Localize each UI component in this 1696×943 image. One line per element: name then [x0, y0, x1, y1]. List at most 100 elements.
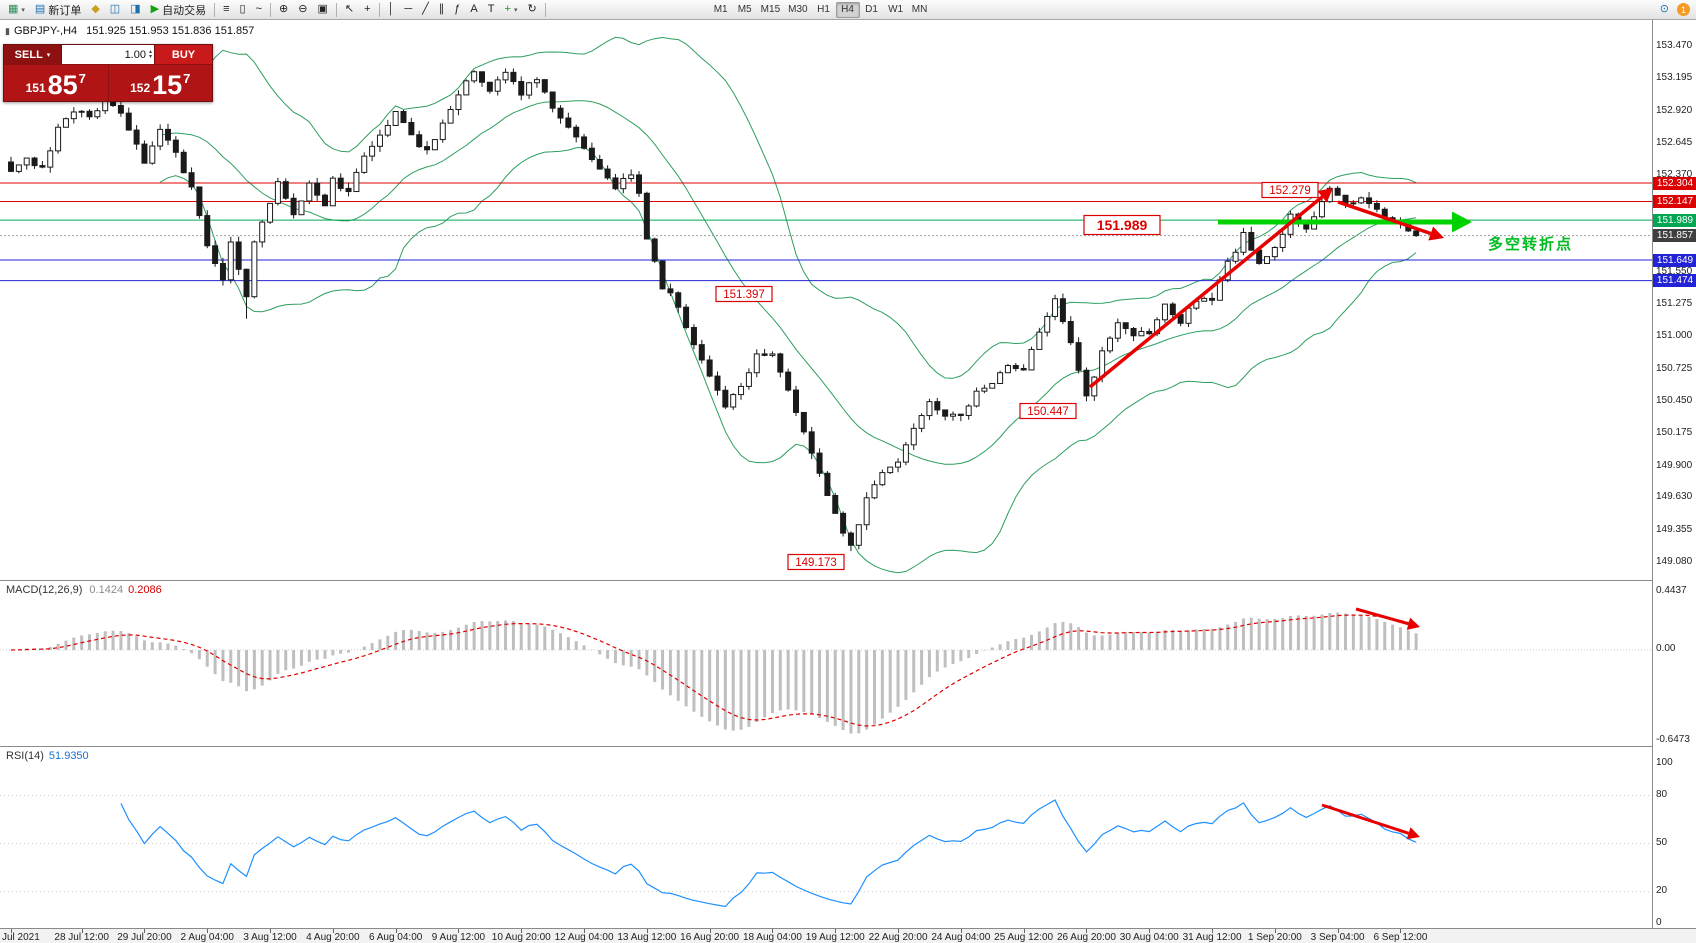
- red-trend-arrow[interactable]: [1337, 200, 1444, 241]
- horizontal-line-icon: ─: [404, 3, 413, 15]
- green-horizontal-arrow[interactable]: [1218, 211, 1472, 233]
- zoom-in-button[interactable]: ⊕: [274, 1, 293, 18]
- svg-text:151.397: 151.397: [723, 289, 765, 301]
- candlestick-chart-icon: ▯: [239, 3, 246, 15]
- rsi-axis-label: 50: [1656, 836, 1668, 848]
- shapes-icon: +: [504, 3, 511, 15]
- new-order-button[interactable]: ▤ 新订单: [30, 1, 86, 18]
- rsi-chart[interactable]: [0, 747, 1652, 928]
- sell-price[interactable]: 151 85 7: [4, 65, 108, 101]
- time-tick: [1149, 929, 1151, 933]
- fibonacci-button[interactable]: ƒ: [449, 1, 465, 18]
- bar-chart-button[interactable]: ≡: [218, 1, 234, 18]
- time-label: 26 Aug 20:00: [1056, 932, 1116, 943]
- horizontal-level-lines[interactable]: [0, 182, 1652, 282]
- price-axis[interactable]: 153.470 153.195 152.920 152.645 152.370 151.5…: [1652, 20, 1696, 928]
- time-tick: [81, 929, 83, 933]
- price-annotation[interactable]: 149.173: [787, 553, 845, 571]
- indicators-button[interactable]: ◆: [86, 1, 104, 18]
- trendline-button[interactable]: ╱: [417, 1, 434, 18]
- notification-badge[interactable]: 1: [1677, 3, 1690, 16]
- rsi-axis-label: 100: [1656, 756, 1673, 768]
- timeframe-m5-button[interactable]: M5: [737, 4, 752, 15]
- new-order-icon: ▤: [34, 3, 46, 15]
- time-tick: [144, 929, 146, 933]
- level-price-label: 152.147: [1653, 195, 1696, 208]
- price-annotation[interactable]: 151.397: [715, 285, 773, 303]
- label-button[interactable]: T: [483, 1, 500, 18]
- price-annotation[interactable]: 150.447: [1019, 402, 1077, 420]
- red-trend-arrow[interactable]: [1088, 188, 1333, 389]
- trade-prices-row: 151 85 7 152 15 7: [4, 65, 212, 101]
- timeframe-m15-button[interactable]: M15: [760, 4, 781, 15]
- time-axis[interactable]: Jul 2021 28 Jul 12:00 29 Jul 20:00 2 Aug 04…: [0, 928, 1696, 943]
- auto-trading-button[interactable]: ▶ 自动交易: [146, 1, 211, 18]
- cycle-lines-button[interactable]: ↻: [522, 1, 541, 18]
- time-tick: [1274, 929, 1276, 933]
- volume-input[interactable]: 1.00 ▴ ▾: [61, 45, 155, 64]
- toolbar-separator: [270, 2, 271, 17]
- terminal-icon: ◨: [130, 3, 141, 15]
- time-label: 22 Aug 20:00: [868, 932, 928, 943]
- candlestick-chart-button[interactable]: ▯: [235, 1, 251, 18]
- ohlc-values: 151.925 151.953 151.836 151.857: [86, 25, 255, 37]
- buy-price[interactable]: 152 15 7: [109, 65, 213, 101]
- time-tick: [1023, 929, 1025, 933]
- line-chart-button[interactable]: ~: [251, 1, 267, 18]
- channel-button[interactable]: ∥: [434, 1, 450, 18]
- label-icon: T: [487, 3, 495, 15]
- sell-button[interactable]: SELL ▾: [4, 45, 61, 64]
- buy-price-main: 15: [152, 70, 183, 100]
- horizontal-line-button[interactable]: ─: [399, 1, 417, 18]
- price-tick: 152.645: [1656, 136, 1693, 148]
- zoom-out-button[interactable]: ⊖: [293, 1, 312, 18]
- rsi-axis-label: 20: [1656, 884, 1668, 896]
- trade-controls-row: SELL ▾ 1.00 ▴ ▾ BUY: [4, 45, 212, 65]
- trendline-icon: ╱: [422, 3, 429, 15]
- timeframe-h1-button[interactable]: H1: [817, 4, 830, 15]
- cursor-button[interactable]: ↖: [340, 1, 359, 18]
- shapes-button[interactable]: + ▾: [500, 1, 523, 18]
- market-watch-button[interactable]: ◫: [105, 1, 125, 18]
- rsi-value: 51.9350: [48, 750, 89, 762]
- sell-price-main: 85: [47, 70, 78, 100]
- tile-windows-button[interactable]: ▣: [312, 1, 332, 18]
- time-tick: [395, 929, 397, 933]
- crosshair-button[interactable]: +: [359, 1, 375, 18]
- buy-button[interactable]: BUY: [155, 45, 212, 64]
- macd-panel: MACD(12,26,9) 0.1424 0.2086: [0, 580, 1652, 746]
- time-label: 28 Jul 12:00: [54, 932, 109, 943]
- time-tick: [458, 929, 460, 933]
- timeframe-w1-button[interactable]: W1: [888, 4, 904, 15]
- red-trend-arrow[interactable]: [1355, 607, 1420, 630]
- sell-label: SELL: [14, 48, 43, 61]
- macd-chart[interactable]: [0, 581, 1652, 746]
- time-label: 3 Sep 04:00: [1310, 932, 1365, 943]
- time-label: 12 Aug 04:00: [554, 932, 614, 943]
- price-annotation[interactable]: 151.989: [1083, 214, 1161, 236]
- channel-icon: ∥: [438, 3, 445, 15]
- time-label: 30 Aug 04:00: [1119, 932, 1179, 943]
- rsi-line: [120, 799, 1417, 908]
- terminal-button[interactable]: ◨: [125, 1, 145, 18]
- chart-icon: ▮: [5, 26, 10, 36]
- text-button[interactable]: A: [465, 1, 482, 18]
- volume-spinner[interactable]: ▴ ▾: [148, 48, 152, 60]
- search-button[interactable]: ⊙: [1655, 1, 1674, 18]
- vertical-line-button[interactable]: │: [383, 1, 400, 18]
- time-label: 24 Aug 04:00: [931, 932, 991, 943]
- new-chart-button[interactable]: ▦ ▾: [3, 1, 30, 18]
- timeframe-m1-button[interactable]: M1: [713, 4, 728, 15]
- price-annotation[interactable]: 152.279: [1261, 181, 1319, 199]
- turning-point-note[interactable]: 多空转折点: [1488, 235, 1573, 253]
- macd-title: MACD(12,26,9): [6, 584, 83, 596]
- timeframe-m30-button[interactable]: M30: [788, 4, 808, 15]
- main-chart[interactable]: 152.279 151.989 151.397 150.447 149.173 多空转折点: [0, 20, 1652, 580]
- symbol-period: GBPJPY-,H4: [13, 25, 78, 37]
- timeframe-h4-button[interactable]: H4: [835, 1, 860, 18]
- timeframe-mn-button[interactable]: MN: [911, 4, 928, 15]
- timeframe-d1-button[interactable]: D1: [865, 4, 878, 15]
- rsi-axis-label: 0: [1656, 916, 1662, 928]
- svg-text:149.173: 149.173: [795, 557, 837, 569]
- red-trend-arrow[interactable]: [1321, 803, 1420, 840]
